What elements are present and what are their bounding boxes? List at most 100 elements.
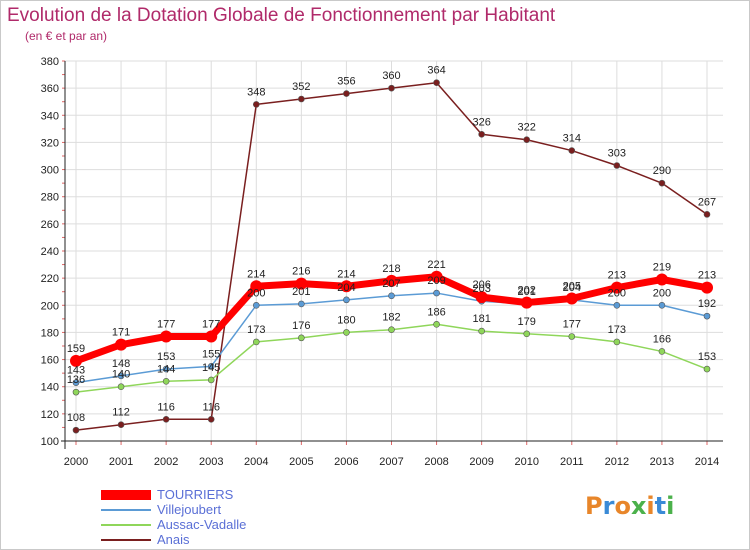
x-tick-label: 2009	[469, 456, 493, 468]
y-tick-label: 340	[41, 110, 59, 122]
y-tick-label: 240	[41, 246, 59, 258]
legend-item-villejoubert: Villejoubert	[101, 502, 246, 517]
y-tick-label: 380	[41, 56, 59, 68]
logo-letter: P	[585, 492, 603, 520]
data-point-aussac-vadalle	[613, 338, 621, 346]
data-label-villejoubert: 153	[157, 351, 175, 363]
data-point-tourriers	[610, 281, 623, 294]
data-point-aussac-vadalle	[523, 330, 531, 338]
x-tick-label: 2008	[424, 456, 448, 468]
data-label-anais: 314	[563, 133, 581, 145]
data-point-tourriers	[565, 292, 578, 305]
grid	[65, 60, 723, 442]
y-tick-label: 320	[41, 137, 59, 149]
data-point-anais	[162, 415, 170, 423]
data-point-villejoubert	[703, 312, 711, 320]
data-label-villejoubert: 148	[112, 358, 130, 370]
data-point-villejoubert	[207, 363, 215, 370]
data-point-tourriers	[205, 330, 218, 343]
data-label-villejoubert: 204	[337, 282, 355, 294]
data-label-tourriers: 205	[563, 281, 581, 293]
data-point-aussac-vadalle	[703, 365, 711, 373]
data-point-aussac-vadalle	[343, 329, 350, 336]
data-label-villejoubert: 155	[202, 348, 220, 360]
x-tick-label: 2013	[650, 456, 674, 468]
x-tick-label: 2003	[199, 456, 223, 468]
y-tick-label: 360	[41, 83, 59, 95]
x-tick-label: 2001	[109, 456, 133, 468]
data-label-anais: 364	[427, 65, 445, 77]
x-tick-label: 2014	[695, 456, 719, 468]
data-point-tourriers	[340, 280, 353, 293]
data-label-aussac-vadalle: 177	[563, 319, 581, 331]
proxiti-logo: Proxiti	[585, 492, 674, 520]
data-label-anais: 326	[472, 116, 490, 128]
data-label-villejoubert: 209	[427, 275, 445, 287]
legend-swatch	[101, 538, 151, 541]
data-label-aussac-vadalle: 140	[112, 369, 130, 381]
y-tick-label: 100	[41, 436, 59, 448]
data-label-anais: 360	[382, 70, 400, 82]
data-label-aussac-vadalle: 153	[698, 351, 716, 363]
data-label-villejoubert: 200	[247, 287, 265, 299]
data-label-anais: 108	[67, 412, 85, 424]
data-point-anais	[433, 79, 440, 87]
legend-label: Anais	[157, 532, 190, 547]
legend-item-tourriers: TOURRIERS	[101, 487, 246, 502]
data-point-tourriers	[115, 338, 128, 351]
data-label-tourriers: 171	[112, 327, 130, 339]
data-point-aussac-vadalle	[117, 383, 125, 391]
data-point-villejoubert	[433, 289, 440, 297]
data-point-aussac-vadalle	[162, 377, 170, 385]
y-tick-label: 220	[41, 273, 59, 285]
data-point-tourriers	[250, 280, 263, 293]
data-point-villejoubert	[298, 300, 305, 308]
data-label-anais: 303	[608, 148, 626, 160]
data-point-tourriers	[295, 277, 308, 290]
y-tick-label: 260	[41, 219, 59, 231]
data-label-aussac-vadalle: 136	[67, 374, 85, 386]
data-label-aussac-vadalle: 181	[472, 313, 490, 325]
data-labels: 108 112 116 116 348 352 356 360 364 326 322 314 303 2…	[67, 65, 716, 424]
data-point-tourriers	[430, 270, 443, 283]
chart-title: Evolution de la Dotation Globale de Fonc…	[7, 5, 556, 26]
data-label-tourriers: 214	[337, 268, 355, 280]
x-tick-label: 2006	[334, 456, 358, 468]
data-point-aussac-vadalle	[433, 320, 440, 328]
data-point-aussac-vadalle	[207, 376, 215, 384]
y-tick-label: 200	[41, 300, 59, 312]
data-point-aussac-vadalle	[658, 348, 666, 355]
data-label-tourriers: 216	[292, 266, 310, 278]
data-point-anais	[252, 101, 260, 108]
data-label-aussac-vadalle: 173	[247, 324, 265, 336]
data-point-villejoubert	[388, 292, 395, 300]
data-label-tourriers: 177	[157, 319, 175, 331]
data-label-anais: 322	[518, 122, 536, 134]
data-label-anais: 116	[202, 401, 220, 413]
data-label-villejoubert: 201	[518, 286, 536, 298]
data-label-aussac-vadalle: 182	[382, 312, 400, 324]
data-label-aussac-vadalle: 144	[157, 363, 175, 375]
data-point-tourriers	[520, 296, 533, 309]
data-label-aussac-vadalle: 173	[608, 324, 626, 336]
legend-swatch	[101, 508, 151, 511]
data-point-anais	[298, 95, 305, 103]
data-label-aussac-vadalle: 176	[292, 320, 310, 332]
data-label-tourriers: 206	[472, 279, 490, 291]
data-point-tourriers	[70, 354, 82, 367]
data-point-anais	[388, 84, 395, 92]
data-point-aussac-vadalle	[568, 333, 576, 340]
legend-item-anais: Anais	[101, 532, 246, 547]
series-group	[70, 79, 713, 434]
y-tick-label: 120	[41, 409, 59, 421]
data-point-anais	[72, 426, 80, 434]
y-tick-label: 180	[41, 327, 59, 339]
legend-swatch	[101, 489, 151, 500]
data-label-tourriers: 213	[608, 270, 626, 282]
data-label-villejoubert: 201	[292, 286, 310, 298]
data-label-anais: 267	[698, 196, 716, 208]
data-point-villejoubert	[343, 296, 350, 304]
logo-letter: r	[602, 492, 615, 520]
data-label-tourriers: 219	[653, 262, 671, 274]
